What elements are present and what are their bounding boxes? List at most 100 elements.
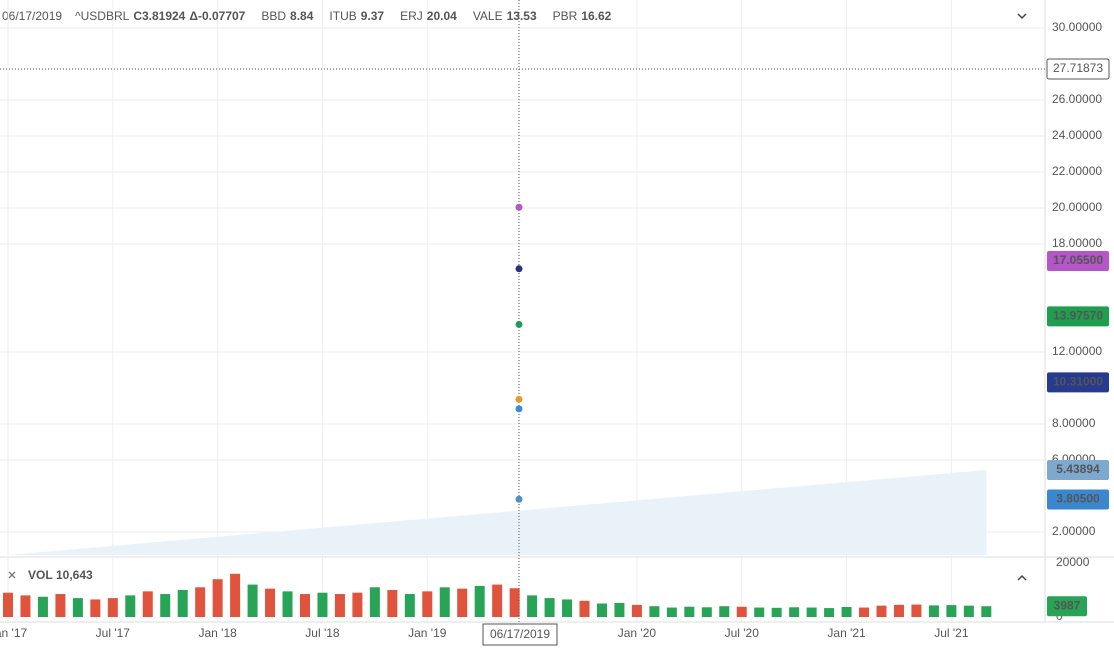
y-tick-label: 22.00000 (1052, 164, 1102, 178)
volume-bar (911, 604, 922, 617)
crosshair-dot (515, 395, 523, 403)
volume-bar (334, 594, 345, 617)
volume-bar (20, 595, 31, 617)
x-tick-label: Jul '17 (96, 626, 131, 640)
last-badge (1047, 250, 1109, 271)
volume-bar (859, 607, 870, 617)
volume-badge-label: 3987 (1054, 598, 1081, 612)
y-tick-label: 2.00000 (1052, 524, 1096, 538)
y-tick-label: 26.00000 (1052, 92, 1102, 106)
volume-bar (160, 594, 171, 617)
volume-bar (614, 602, 625, 617)
y-tick-label: 24.00000 (1052, 128, 1102, 142)
legend-value: 8.84 (290, 9, 314, 23)
plot (0, 68, 1045, 617)
volume-bar (684, 606, 695, 617)
volume-bar (649, 606, 660, 617)
volume-bar (544, 598, 555, 617)
last-badge (1047, 489, 1109, 510)
volume-bar (55, 594, 66, 617)
volume-bar (142, 591, 153, 617)
last-badge-label: 17.05500 (1053, 253, 1103, 267)
volume-bar (806, 607, 817, 617)
last-badge-label: 3.80500 (1056, 492, 1100, 506)
volume-bar (981, 606, 992, 617)
volume-bar (736, 606, 747, 617)
volume-bar (562, 599, 573, 617)
volume-bar (195, 587, 206, 617)
legend-name: PBR (553, 9, 578, 23)
volume-name: VOL (28, 568, 53, 582)
last-badge (1047, 306, 1109, 327)
legend-name: ERJ (400, 9, 423, 23)
y-tick-label: 8.00000 (1052, 416, 1096, 430)
volume-bar (701, 607, 712, 617)
volume-bar (177, 590, 188, 617)
volume-bar (265, 588, 276, 617)
volume-bar (439, 587, 450, 617)
volume-bar (754, 607, 765, 617)
volume-bar (247, 584, 258, 617)
volume-bar (72, 598, 83, 617)
volume-bar (824, 608, 835, 617)
close-icon[interactable] (8, 571, 16, 579)
legend-name: ^USDBRL (75, 9, 130, 23)
volume-bar (771, 607, 782, 617)
area (8, 470, 987, 555)
volume-bar (666, 607, 677, 617)
volume-bar (946, 605, 957, 617)
max-badge (1046, 58, 1110, 80)
y-tick-label: 30.00000 (1052, 20, 1102, 34)
legend-value: 16.62 (581, 9, 611, 23)
volume-badge (1047, 596, 1087, 617)
volume-bar (457, 588, 468, 617)
crosshair-date-box (482, 623, 558, 646)
legend-change: Δ-0.07707 (189, 9, 245, 23)
last-badge-label: 10.31000 (1053, 375, 1103, 389)
volume-bar (492, 584, 503, 617)
last-badge-label: 13.97570 (1053, 309, 1103, 323)
legend-name: ITUB (329, 9, 356, 23)
last-badge-label: 5.43894 (1056, 462, 1100, 476)
volume-bar (404, 594, 415, 617)
volume-bar (369, 587, 380, 617)
volume-bar (352, 592, 363, 617)
crosshair-dot (515, 405, 523, 413)
expand-icon[interactable] (1017, 574, 1027, 581)
x-tick-label: Jan '20 (618, 626, 657, 640)
legend-value: 20.04 (427, 9, 457, 23)
volume-bar (3, 592, 13, 617)
crosshair-dot (515, 495, 523, 503)
volume-bar (474, 585, 485, 617)
x-tick-label: Jul '21 (934, 626, 969, 640)
volume-bar (37, 596, 48, 617)
volume-bar (789, 607, 800, 617)
x-tick-label: Jul '18 (305, 626, 340, 640)
x-tick-label: Jan '17 (0, 626, 27, 640)
crosshair-dot (515, 320, 523, 328)
crosshair-date: 06/17/2019 (490, 627, 550, 641)
volume-bar (422, 591, 433, 617)
legend-name: BBD (261, 9, 286, 23)
y-tick-label: 18.00000 (1052, 236, 1102, 250)
legend-value: 13.53 (507, 9, 537, 23)
collapse-icon[interactable] (1017, 13, 1027, 20)
header-date: 06/17/2019 (2, 9, 62, 23)
x-tick-label: Jan '21 (827, 626, 866, 640)
x-tick-label: Jan '19 (408, 626, 447, 640)
volume-bar (893, 604, 904, 617)
volume-bar (928, 605, 939, 617)
volume-bar (841, 607, 852, 617)
volume-bar (596, 603, 607, 617)
y-tick-label: 20.00000 (1052, 200, 1102, 214)
volume-bar (876, 605, 887, 617)
volume-bar (282, 591, 293, 617)
volume-bar (107, 598, 118, 617)
volume-value: 10,643 (56, 568, 93, 582)
volume-bar (509, 588, 520, 617)
x-tick-label: Jan '18 (198, 626, 237, 640)
crosshair-dot (515, 203, 523, 211)
